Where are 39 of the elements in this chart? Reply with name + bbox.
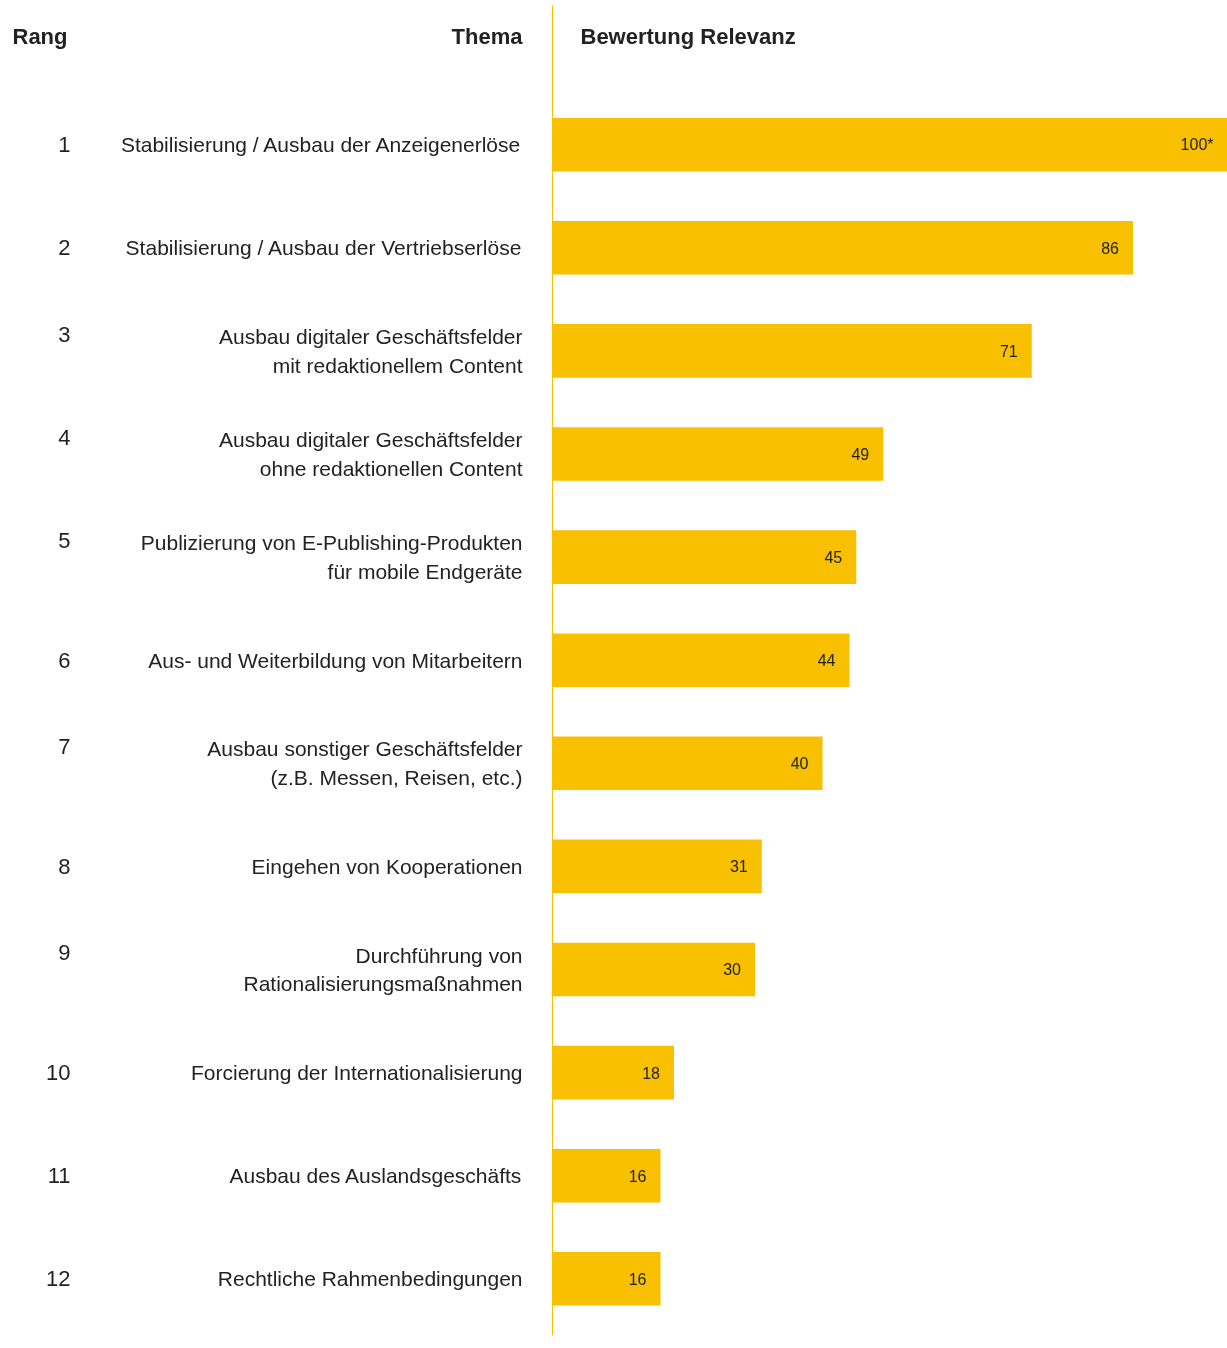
data-label: 30	[723, 961, 742, 979]
data-label: 45	[824, 549, 843, 567]
y-tick-label: Rechtliche Rahmenbedingungen	[217, 1267, 523, 1291]
text: 6	[58, 647, 71, 673]
data-label: 71	[999, 342, 1018, 360]
y-tick-label: Forcierung der Internationalisierung	[190, 1061, 523, 1085]
data-label: 16	[628, 1167, 647, 1185]
y-tick-label: Ausbau des Auslandsgeschäfts	[229, 1164, 522, 1188]
y-tick-label: Ausbau digitaler Geschäftsfelder ohne redaktionellen Content	[218, 428, 523, 480]
y-axis-title: Thema	[451, 23, 524, 49]
text: Bewertung Relevanz	[580, 23, 796, 49]
y-tick-label: Stabilisierung / Ausbau der Anzeigenerlöse	[120, 133, 521, 157]
data-label: 16	[628, 1270, 647, 1288]
data-label: 44	[817, 652, 836, 670]
text: 3	[58, 321, 71, 347]
text: 11	[47, 1163, 71, 1189]
text: Rang	[12, 23, 68, 49]
text: 5	[58, 528, 71, 554]
data-label: 100*	[1180, 136, 1214, 154]
text: 10	[46, 1060, 71, 1086]
y-tick-label: Ausbau digitaler Geschäftsfelder mit redaktionellem Content	[218, 325, 523, 377]
data-label: 18	[642, 1064, 661, 1082]
y-tick-label: Ausbau sonstiger Geschäftsfelder (z.B. Messen, Reisen, etc.)	[207, 737, 523, 790]
y-tick-label: Publizierung von E-Publishing-Produkten für mobile Endgeräte	[140, 531, 523, 583]
data-label: 31	[729, 858, 748, 876]
text: 9	[58, 940, 71, 966]
y-tick-label: Eingehen von Kooperationen	[251, 854, 523, 878]
text: 2	[58, 235, 71, 261]
text: 7	[58, 734, 71, 760]
y-tick-label: Durchführung von Rationalisierungsmaßnahmen	[243, 943, 523, 996]
y-tick-label: Aus- und Weiterbildung von Mitarbeitern	[148, 648, 523, 672]
y-tick-label: Stabilisierung / Ausbau der Vertriebserlöse	[125, 236, 522, 260]
text: 8	[58, 853, 71, 879]
data-label: 49	[851, 445, 870, 463]
text: 4	[58, 424, 71, 450]
text: 12	[46, 1266, 71, 1292]
data-label: 86	[1101, 239, 1120, 257]
text: 1	[58, 132, 71, 158]
data-label: 40	[790, 755, 809, 773]
